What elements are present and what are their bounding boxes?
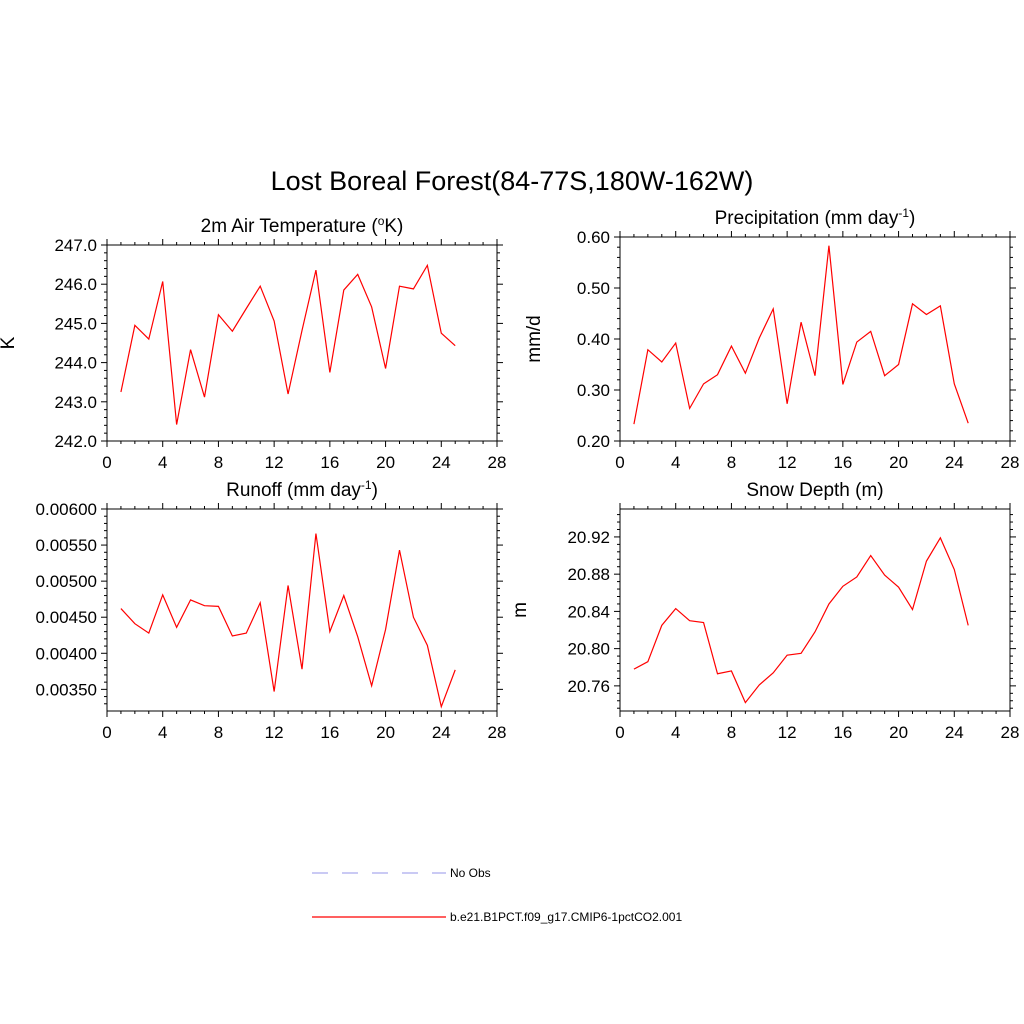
panel-title-tail: )	[909, 208, 915, 229]
series-line	[633, 245, 969, 425]
y-tick-label: 0.00550	[36, 536, 97, 555]
x-tick-label: 20	[889, 723, 908, 742]
x-tick-label: 20	[376, 723, 395, 742]
y-tick-label: 242.0	[54, 432, 97, 451]
x-tick-label: 0	[102, 453, 111, 472]
x-tick-label: 24	[432, 453, 451, 472]
y-tick-label: 0.40	[577, 330, 610, 349]
y-tick-label: 0.60	[577, 228, 610, 247]
legend-label-1: No Obs	[450, 866, 491, 880]
figure-title: Lost Boreal Forest(84-77S,180W-162W)	[271, 166, 754, 196]
y-tick-label: 244.0	[54, 354, 97, 373]
x-tick-label: 8	[214, 723, 223, 742]
x-tick-label: 12	[265, 723, 284, 742]
legend: No Obs b.e21.B1PCT.f09_g17.CMIP6-1pctCO2.…	[312, 866, 682, 924]
x-tick-label: 4	[671, 723, 680, 742]
panel-title-superscript: -1	[361, 478, 372, 492]
x-tick-label: 28	[1001, 723, 1020, 742]
x-tick-label: 24	[432, 723, 451, 742]
chart-panel-3: Runoff (mm day-1) 0 4 8 12 16 20 24 28 0.00350 0.0…	[36, 478, 507, 742]
y-axis-label: mm/d	[524, 315, 545, 363]
panel-title-main: Runoff (mm day	[226, 480, 361, 501]
x-tick-label: 16	[833, 723, 852, 742]
panel-title: Snow Depth (m)	[746, 480, 883, 501]
x-tick-label: 0	[102, 723, 111, 742]
panel-title-tail: )	[372, 480, 378, 501]
x-tick-label: 28	[488, 453, 507, 472]
y-tick-label: 20.84	[567, 602, 610, 621]
y-tick-label: 0.30	[577, 381, 610, 400]
x-tick-label: 20	[889, 453, 908, 472]
panel-title-main: Snow Depth (m)	[746, 480, 883, 501]
panel-title-superscript: -1	[898, 206, 909, 220]
legend-label-2: b.e21.B1PCT.f09_g17.CMIP6-1pctCO2.001	[450, 910, 682, 924]
x-tick-label: 12	[778, 453, 797, 472]
panel-title-tail: K)	[384, 216, 403, 237]
plot-frame	[619, 508, 1011, 712]
y-tick-label: 0.20	[577, 432, 610, 451]
x-tick-label: 28	[1001, 453, 1020, 472]
y-axis-label: K	[0, 336, 19, 349]
x-tick-label: 12	[778, 723, 797, 742]
y-tick-label: 243.0	[54, 393, 97, 412]
x-tick-label: 24	[945, 723, 964, 742]
series-line	[120, 263, 456, 425]
x-tick-label: 28	[488, 723, 507, 742]
y-tick-label: 0.00350	[36, 680, 97, 699]
y-tick-label: 0.00600	[36, 500, 97, 519]
series-line	[120, 533, 456, 709]
panel-title: Runoff (mm day-1)	[226, 478, 378, 501]
chart-panel-1: 2m Air Temperature (oK) 0 4 8 12 16 20 24 28 242.…	[0, 214, 506, 472]
y-tick-label: 20.76	[567, 677, 610, 696]
x-tick-label: 8	[727, 723, 736, 742]
y-tick-label: 0.00500	[36, 572, 97, 591]
x-tick-label: 8	[214, 453, 223, 472]
y-axis-label: m	[510, 602, 531, 618]
panel-title: Precipitation (mm day-1)	[715, 206, 916, 229]
x-tick-label: 20	[376, 453, 395, 472]
y-tick-label: 245.0	[54, 314, 97, 333]
y-tick-label: 20.88	[567, 565, 610, 584]
panels: 2m Air Temperature (oK)0 4 8 12 16 20 24 28242.…	[0, 206, 1019, 742]
x-tick-label: 24	[945, 453, 964, 472]
y-tick-label: 0.00450	[36, 608, 97, 627]
y-tick-label: 0.50	[577, 279, 610, 298]
x-tick-label: 8	[727, 453, 736, 472]
panel-title: 2m Air Temperature (oK)	[201, 214, 404, 237]
panel-title-main: 2m Air Temperature (	[201, 216, 379, 237]
chart-panel-4: Snow Depth (m) 0 4 8 12 16 20 24 28 20.76 20.80 20.…	[510, 480, 1019, 742]
y-tick-label: 0.00400	[36, 644, 97, 663]
panel-title-main: Precipitation (mm day	[715, 208, 899, 229]
x-tick-label: 12	[265, 453, 284, 472]
series-line	[633, 536, 969, 704]
chart-panel-2: Precipitation (mm day-1) 0 4 8 12 16 20 24 28 0.2…	[524, 206, 1019, 472]
x-tick-label: 4	[671, 453, 680, 472]
y-tick-label: 246.0	[54, 275, 97, 294]
x-tick-label: 16	[833, 453, 852, 472]
x-tick-label: 16	[320, 723, 339, 742]
x-tick-label: 4	[158, 453, 167, 472]
x-tick-label: 0	[615, 453, 624, 472]
plot-frame	[106, 508, 498, 712]
panel-title-superscript: o	[378, 214, 385, 228]
y-tick-label: 20.92	[567, 528, 610, 547]
x-tick-label: 4	[158, 723, 167, 742]
x-tick-label: 16	[320, 453, 339, 472]
y-tick-label: 247.0	[54, 236, 97, 255]
plot-frame	[106, 244, 498, 442]
x-tick-label: 0	[615, 723, 624, 742]
y-tick-label: 20.80	[567, 640, 610, 659]
plot-frame	[619, 236, 1011, 442]
